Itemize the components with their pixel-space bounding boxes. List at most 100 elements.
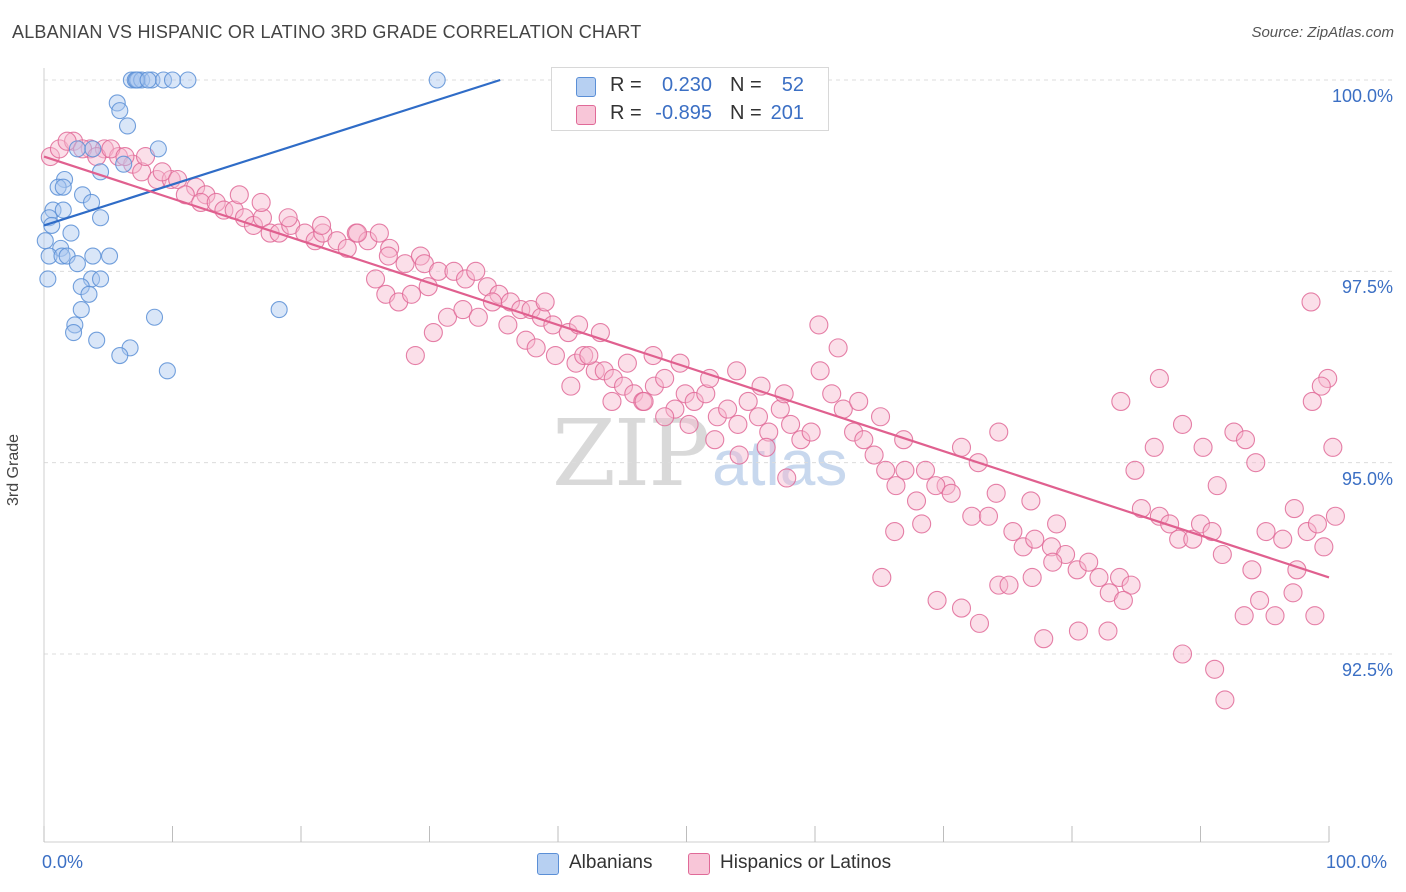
hispanic-point <box>423 323 443 343</box>
hispanic-point <box>1043 552 1063 572</box>
y-axis-label: 3rd Grade <box>5 433 22 507</box>
albanian-point <box>111 346 129 365</box>
hispanic-point <box>1022 567 1042 588</box>
hispanic-point <box>516 330 536 350</box>
hispanic-point <box>915 460 936 480</box>
hispanic-point <box>428 261 449 281</box>
hispanic-point <box>1302 391 1322 411</box>
hispanic-point <box>906 491 927 511</box>
hispanic-point <box>1098 621 1118 641</box>
albanians-trend-line <box>43 78 501 227</box>
hispanic-point <box>489 284 509 304</box>
hispanic-point <box>1284 499 1304 519</box>
hispanic-point <box>1109 567 1130 588</box>
n-label: N = <box>730 102 762 124</box>
albanian-point <box>133 71 151 89</box>
hispanic-point <box>781 414 801 434</box>
hispanic-point <box>395 254 415 274</box>
hispanic-point <box>558 323 578 343</box>
hispanic-point <box>526 338 546 358</box>
hispanic-point <box>152 162 172 182</box>
hispanic-point <box>1235 430 1256 450</box>
hispanic-point <box>206 192 226 213</box>
hispanic-point <box>1193 437 1213 457</box>
albanian-point <box>65 324 83 342</box>
hispanic-point <box>1305 606 1325 626</box>
hispanic-point <box>1160 514 1180 534</box>
hispanic-point <box>1149 368 1169 389</box>
hispanic-point <box>401 284 422 304</box>
hispanic-point <box>854 430 874 450</box>
hispanic-point <box>468 307 488 327</box>
albanian-point <box>145 308 164 326</box>
albanian-point <box>118 117 137 135</box>
hispanic-point <box>1131 499 1151 519</box>
hispanic-point <box>1003 521 1023 542</box>
hispanics-swatch <box>576 105 596 125</box>
hispanic-point <box>1234 606 1254 626</box>
albanian-point <box>44 201 62 219</box>
watermark-zip: ZIP <box>552 400 710 507</box>
legend-label: Albanians <box>569 852 653 873</box>
hispanic-point <box>644 376 664 396</box>
hispanic-point <box>327 231 347 251</box>
x-tick-right: 100.0% <box>1326 852 1388 872</box>
hispanic-point <box>1125 460 1145 480</box>
albanian-point <box>270 301 288 319</box>
hispanic-point <box>696 384 716 404</box>
hispanic-point <box>1172 414 1193 434</box>
y-tick-label: 100.0% <box>1331 86 1393 106</box>
hispanic-point <box>951 598 972 618</box>
hispanics-legend-swatch <box>688 853 710 875</box>
hispanic-point <box>365 269 386 289</box>
legend-label: Hispanics or Latinos <box>720 852 892 873</box>
grid <box>44 79 1392 655</box>
hispanic-point <box>482 292 503 312</box>
hispanic-point <box>132 162 152 182</box>
hispanic-point <box>1113 590 1133 610</box>
hispanic-point <box>579 345 599 366</box>
albanian-point <box>115 155 133 173</box>
hispanic-point <box>1215 690 1235 710</box>
albanian-point <box>100 247 119 265</box>
n-value: 52 <box>781 74 804 96</box>
hispanic-point <box>989 422 1009 442</box>
r-label: R = <box>610 102 642 124</box>
hispanic-point <box>380 238 400 258</box>
hispanic-point <box>1190 514 1211 534</box>
hispanic-point <box>655 368 675 389</box>
hispanic-point <box>810 361 830 381</box>
hispanic-point <box>1256 521 1276 542</box>
hispanic-point <box>843 422 864 442</box>
hispanic-point <box>405 345 425 366</box>
albanian-point <box>179 71 197 89</box>
x-tick-left: 0.0% <box>42 852 84 872</box>
hispanic-point <box>1242 560 1262 580</box>
hispanic-point <box>1205 659 1225 679</box>
hispanic-point <box>756 437 776 457</box>
hispanic-point <box>455 269 476 289</box>
hispanic-point <box>1311 376 1331 396</box>
r-label: R = <box>610 74 642 96</box>
albanian-point <box>143 71 161 89</box>
hispanic-point <box>1021 491 1041 511</box>
y-tick-label: 95.0% <box>1341 468 1393 489</box>
albanian-point <box>62 224 80 242</box>
hispanic-point <box>603 368 623 389</box>
hispanic-point <box>1202 521 1222 542</box>
axes <box>43 68 1330 843</box>
albanian-point <box>54 201 72 219</box>
hispanic-point <box>828 338 848 358</box>
hispanic-point <box>872 567 892 588</box>
n-value: 201 <box>770 102 804 124</box>
hispanic-point <box>337 238 357 258</box>
hispanic-point <box>1207 476 1227 496</box>
hispanic-point <box>759 422 779 442</box>
hispanic-point <box>1144 437 1164 457</box>
hispanic-point <box>1325 506 1345 526</box>
hispanic-point <box>849 391 869 411</box>
hispanic-point <box>1265 606 1285 626</box>
albanian-point <box>84 247 102 265</box>
albanian-point <box>39 270 57 288</box>
